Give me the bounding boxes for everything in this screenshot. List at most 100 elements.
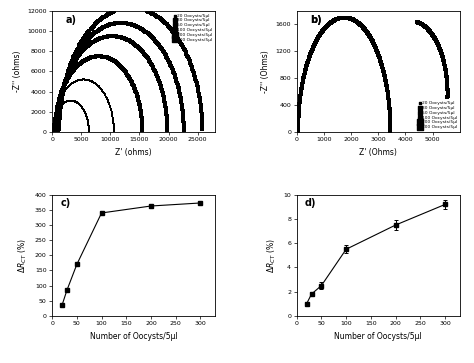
Point	[121, 36, 129, 42]
Point	[198, 113, 206, 119]
Point	[100, 24, 107, 30]
Point	[374, 51, 382, 57]
Point	[316, 32, 324, 38]
Point	[54, 113, 61, 119]
Point	[386, 112, 394, 118]
Point	[77, 41, 84, 46]
Point	[120, 20, 128, 26]
Point	[297, 90, 305, 96]
Point	[131, 23, 138, 29]
Point	[58, 93, 66, 98]
Point	[316, 33, 323, 38]
Point	[382, 78, 390, 84]
Point	[53, 108, 61, 114]
Point	[377, 60, 385, 66]
Point	[99, 35, 106, 41]
Point	[119, 20, 127, 26]
Point	[307, 50, 315, 56]
Point	[159, 48, 167, 54]
Point	[134, 96, 142, 102]
Point	[54, 111, 62, 117]
Point	[103, 34, 111, 40]
Point	[128, 22, 136, 28]
Point	[54, 102, 62, 107]
Point	[54, 115, 61, 121]
Point	[137, 26, 145, 32]
Point	[51, 115, 58, 121]
Point	[337, 15, 345, 21]
Point	[68, 64, 75, 70]
Point	[311, 40, 319, 46]
Point	[387, 126, 394, 132]
Point	[83, 30, 91, 36]
Point	[364, 30, 371, 36]
Point	[424, 26, 432, 32]
Point	[63, 99, 70, 105]
Point	[155, 76, 162, 82]
Point	[341, 15, 349, 21]
Point	[386, 111, 394, 117]
Point	[429, 32, 437, 38]
Point	[130, 83, 137, 89]
Point	[62, 76, 70, 82]
Point	[158, 46, 166, 52]
Point	[105, 33, 113, 39]
Point	[296, 97, 304, 103]
Point	[438, 53, 446, 59]
Point	[57, 94, 64, 100]
Point	[348, 16, 356, 22]
Point	[85, 55, 92, 61]
Point	[189, 66, 196, 72]
Point	[58, 95, 66, 101]
Point	[66, 64, 73, 70]
Point	[79, 77, 87, 82]
Point	[63, 75, 70, 81]
Point	[183, 53, 191, 58]
Point	[77, 60, 85, 66]
Point	[73, 48, 81, 53]
Point	[78, 104, 85, 110]
Point	[52, 120, 59, 126]
Point	[124, 21, 131, 26]
Point	[434, 42, 442, 48]
Point	[306, 52, 314, 58]
Point	[131, 42, 139, 48]
Point	[80, 106, 87, 112]
Point	[364, 30, 372, 36]
Point	[162, 20, 169, 26]
Point	[444, 87, 451, 93]
Point	[307, 51, 314, 57]
Point	[127, 78, 135, 84]
Point	[198, 111, 205, 117]
Point	[64, 68, 72, 74]
Point	[416, 20, 424, 26]
Point	[69, 56, 76, 62]
Point	[120, 67, 128, 73]
Point	[344, 15, 351, 21]
X-axis label: Number of Oocysts/5μl: Number of Oocysts/5μl	[334, 332, 422, 341]
Point	[66, 83, 73, 89]
Point	[156, 81, 164, 87]
Point	[171, 72, 178, 78]
Point	[308, 49, 315, 55]
Point	[78, 44, 85, 50]
Point	[173, 78, 180, 84]
Point	[444, 85, 451, 91]
Point	[319, 27, 327, 33]
Point	[387, 122, 394, 128]
Point	[113, 20, 120, 26]
Point	[309, 46, 316, 52]
Point	[176, 90, 183, 95]
Point	[155, 42, 163, 48]
Point	[96, 17, 103, 23]
Point	[383, 85, 391, 90]
Point	[121, 20, 129, 26]
Point	[144, 56, 151, 61]
Point	[383, 82, 390, 88]
Point	[109, 113, 116, 119]
Point	[80, 107, 88, 113]
Point	[102, 54, 109, 60]
Point	[157, 83, 164, 89]
Point	[304, 58, 312, 64]
Point	[187, 60, 194, 66]
